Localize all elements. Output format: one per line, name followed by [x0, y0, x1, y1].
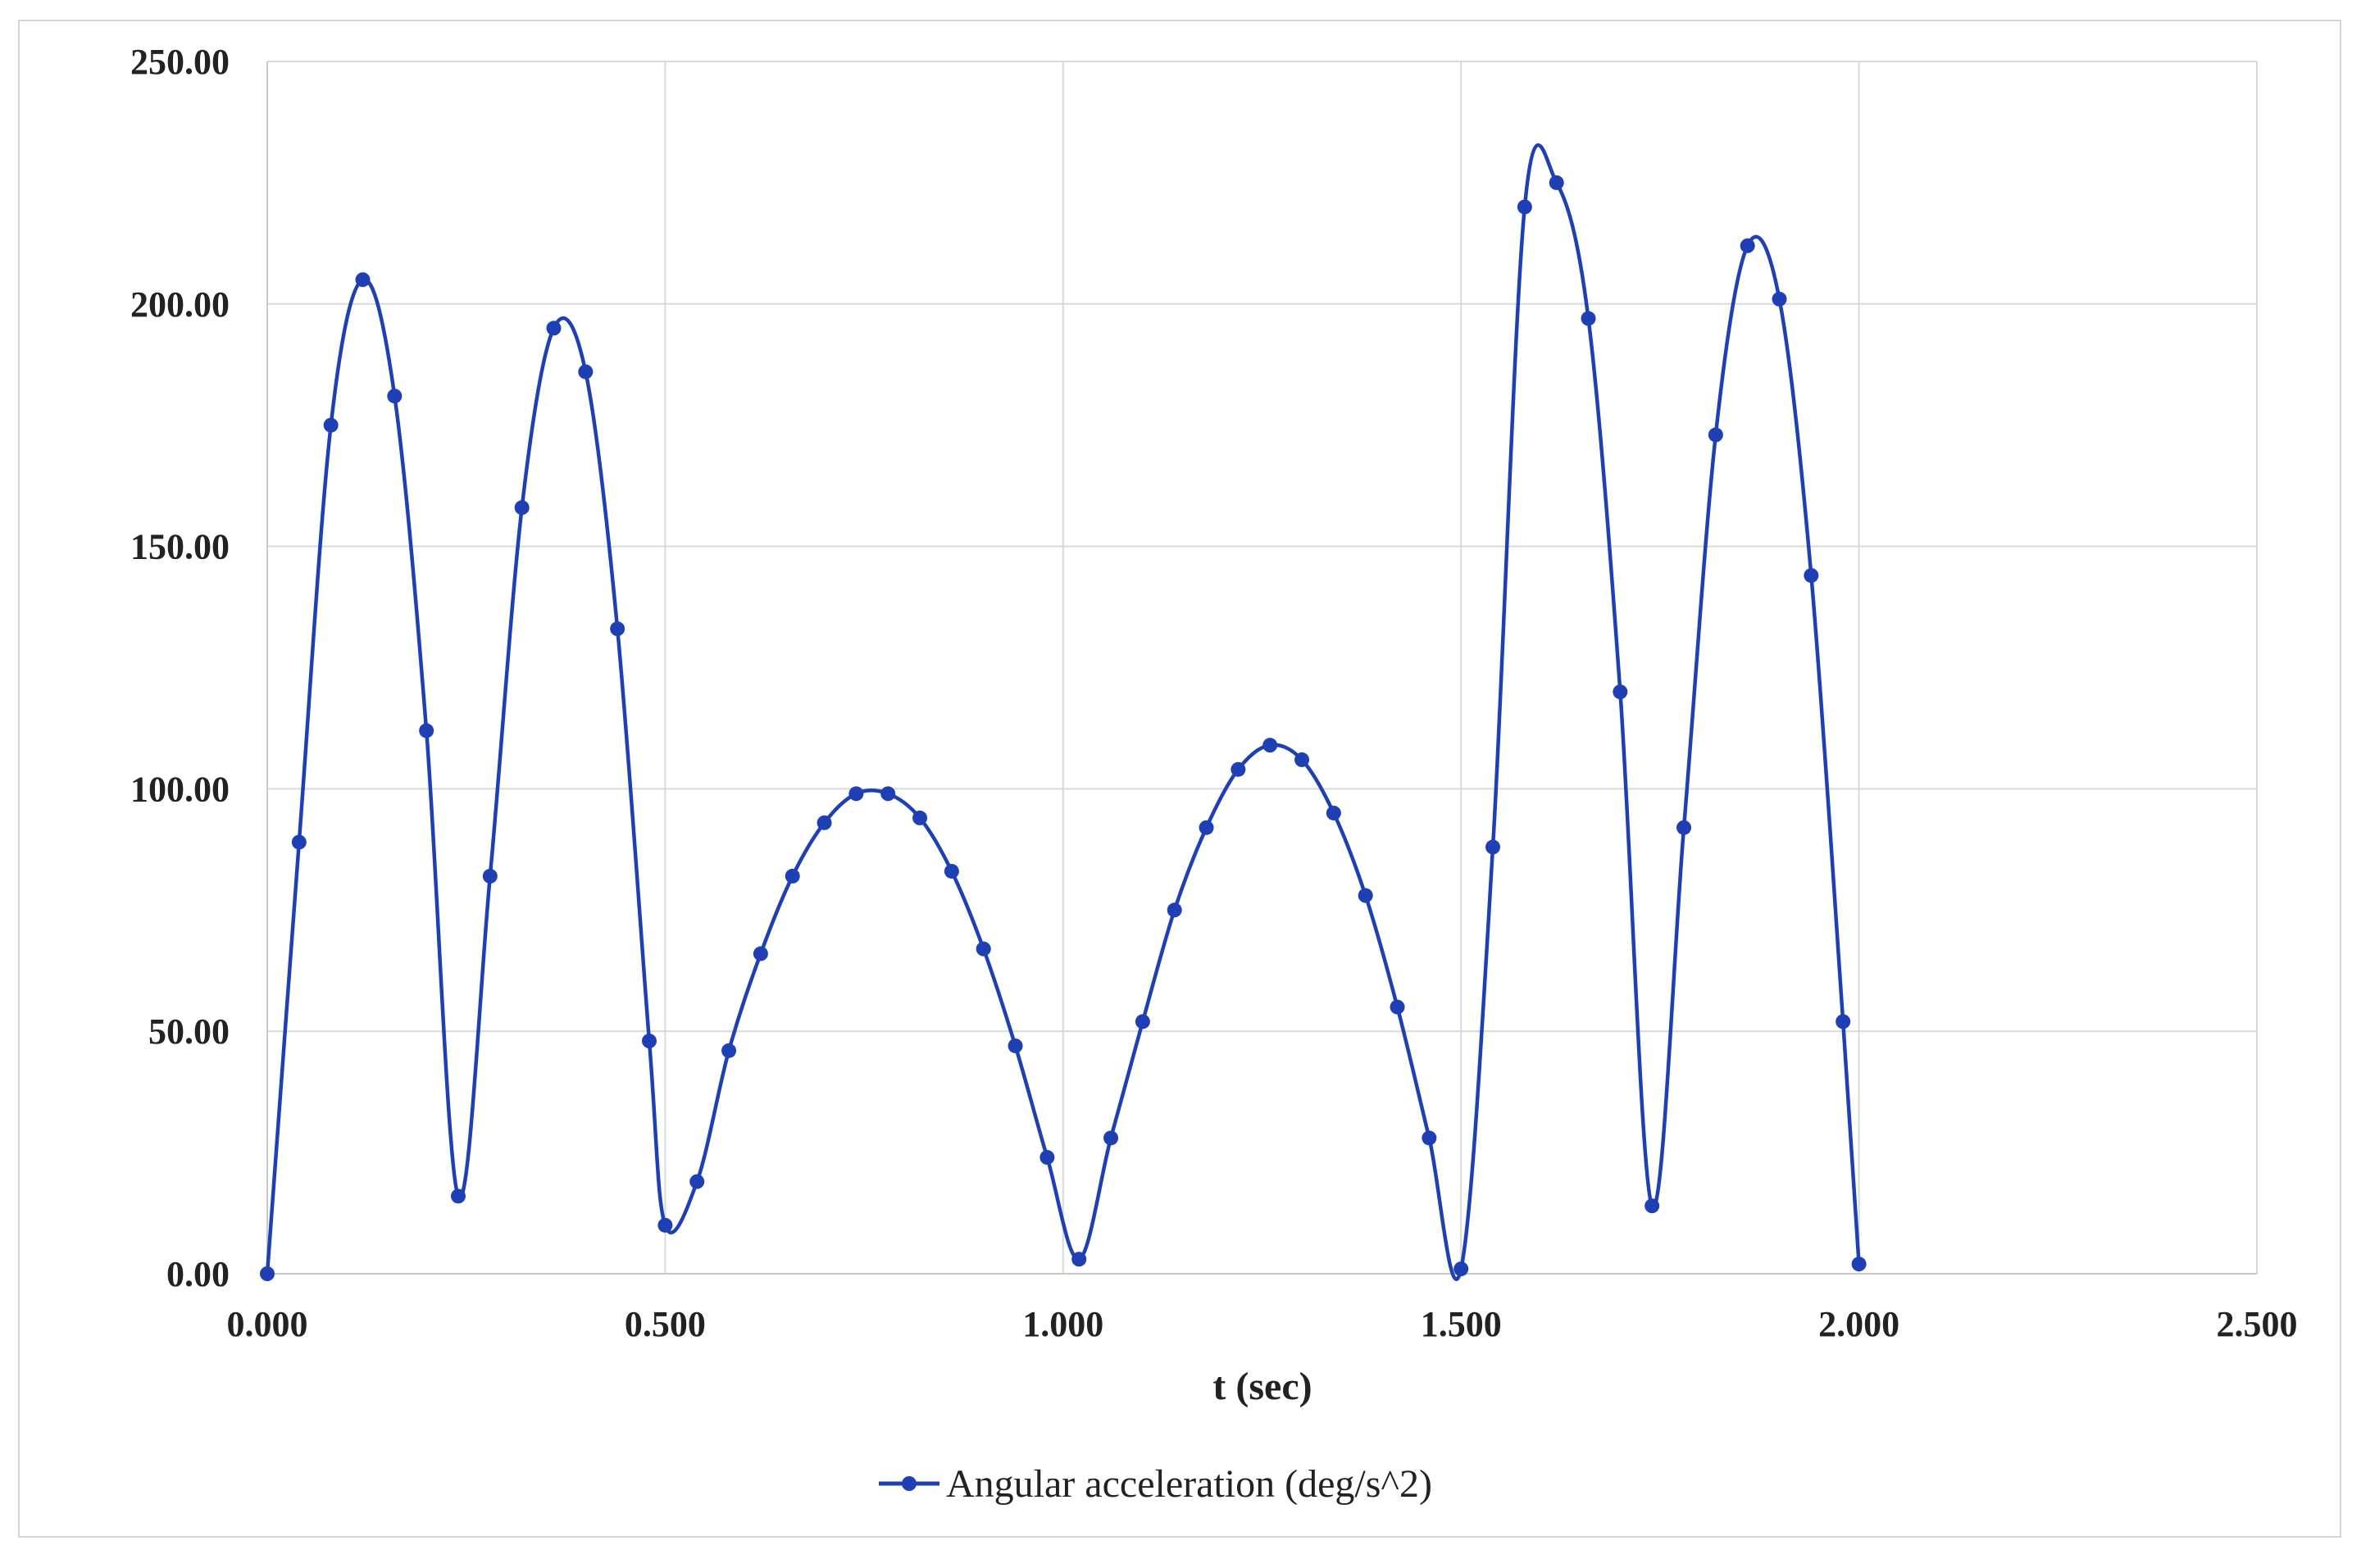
data-point [1326, 805, 1341, 820]
data-point [1485, 839, 1501, 855]
data-point [1294, 752, 1310, 767]
data-point [1851, 1257, 1867, 1272]
x-axis-title: t (sec) [1212, 1365, 1312, 1408]
series-group [260, 143, 1867, 1281]
data-point [912, 810, 928, 825]
data-point [1039, 1150, 1055, 1166]
data-point [1581, 311, 1596, 326]
data-point [1008, 1038, 1023, 1053]
data-point [1231, 761, 1246, 777]
data-point [1804, 568, 1819, 584]
data-point [1453, 1261, 1469, 1277]
y-axis-ticks: 0.00 50.00 100.00 150.00 200.00 250.00 [130, 42, 230, 1294]
axis-lines [266, 61, 2257, 1275]
y-tick-label: 0.00 [166, 1254, 230, 1294]
gridlines [267, 61, 2258, 1274]
data-point [1199, 820, 1214, 835]
data-point [1071, 1252, 1087, 1267]
chart-frame [18, 20, 2341, 1538]
y-tick-label: 150.00 [130, 527, 230, 567]
data-point [387, 389, 403, 404]
data-point [1676, 820, 1692, 835]
x-tick-label: 2.500 [2217, 1304, 2298, 1344]
data-point [1167, 902, 1182, 918]
data-point [689, 1174, 705, 1189]
y-tick-label: 250.00 [130, 42, 230, 82]
data-point [1262, 738, 1278, 753]
data-point [1422, 1130, 1437, 1146]
data-point [641, 1034, 657, 1049]
y-tick-label: 200.00 [130, 284, 230, 325]
legend-label: Angular acceleration (deg/s^2) [946, 1462, 1432, 1506]
x-tick-label: 2.000 [1818, 1304, 1899, 1344]
data-point [1772, 291, 1787, 307]
data-point [578, 364, 594, 380]
x-tick-label: 1.000 [1022, 1304, 1103, 1344]
data-point [721, 1043, 737, 1058]
data-point [1549, 175, 1564, 190]
data-point [1517, 199, 1532, 215]
data-point [848, 786, 864, 802]
data-point [260, 1266, 275, 1281]
data-point [291, 834, 307, 850]
x-axis-ticks: 0.000 0.500 1.000 1.500 2.000 2.500 [227, 1304, 2298, 1344]
data-point [419, 723, 434, 739]
x-tick-label: 1.500 [1421, 1304, 1502, 1344]
data-point [482, 868, 498, 884]
data-point [880, 786, 896, 802]
data-point [610, 621, 626, 637]
data-point [450, 1188, 466, 1204]
data-point [1740, 238, 1755, 253]
data-point [323, 417, 339, 433]
data-point [944, 863, 959, 879]
data-point [355, 272, 371, 288]
data-point [546, 320, 562, 336]
y-tick-label: 100.00 [130, 769, 230, 809]
data-point [1103, 1130, 1119, 1146]
data-point [785, 868, 800, 884]
data-point [976, 941, 991, 957]
data-point [1836, 1014, 1851, 1029]
data-point [753, 946, 768, 961]
data-point [1390, 999, 1405, 1015]
data-point [514, 500, 530, 516]
x-tick-label: 0.500 [625, 1304, 706, 1344]
data-point [1358, 888, 1373, 903]
x-tick-label: 0.000 [227, 1304, 308, 1344]
data-point [1135, 1014, 1150, 1029]
data-point [1613, 684, 1628, 700]
legend-marker-swatch [902, 1476, 917, 1491]
data-point [817, 815, 832, 830]
data-point [657, 1217, 673, 1233]
y-tick-label: 50.00 [148, 1011, 230, 1052]
data-point [1708, 427, 1723, 443]
data-point [1645, 1198, 1660, 1214]
legend: Angular acceleration (deg/s^2) [879, 1462, 1432, 1506]
